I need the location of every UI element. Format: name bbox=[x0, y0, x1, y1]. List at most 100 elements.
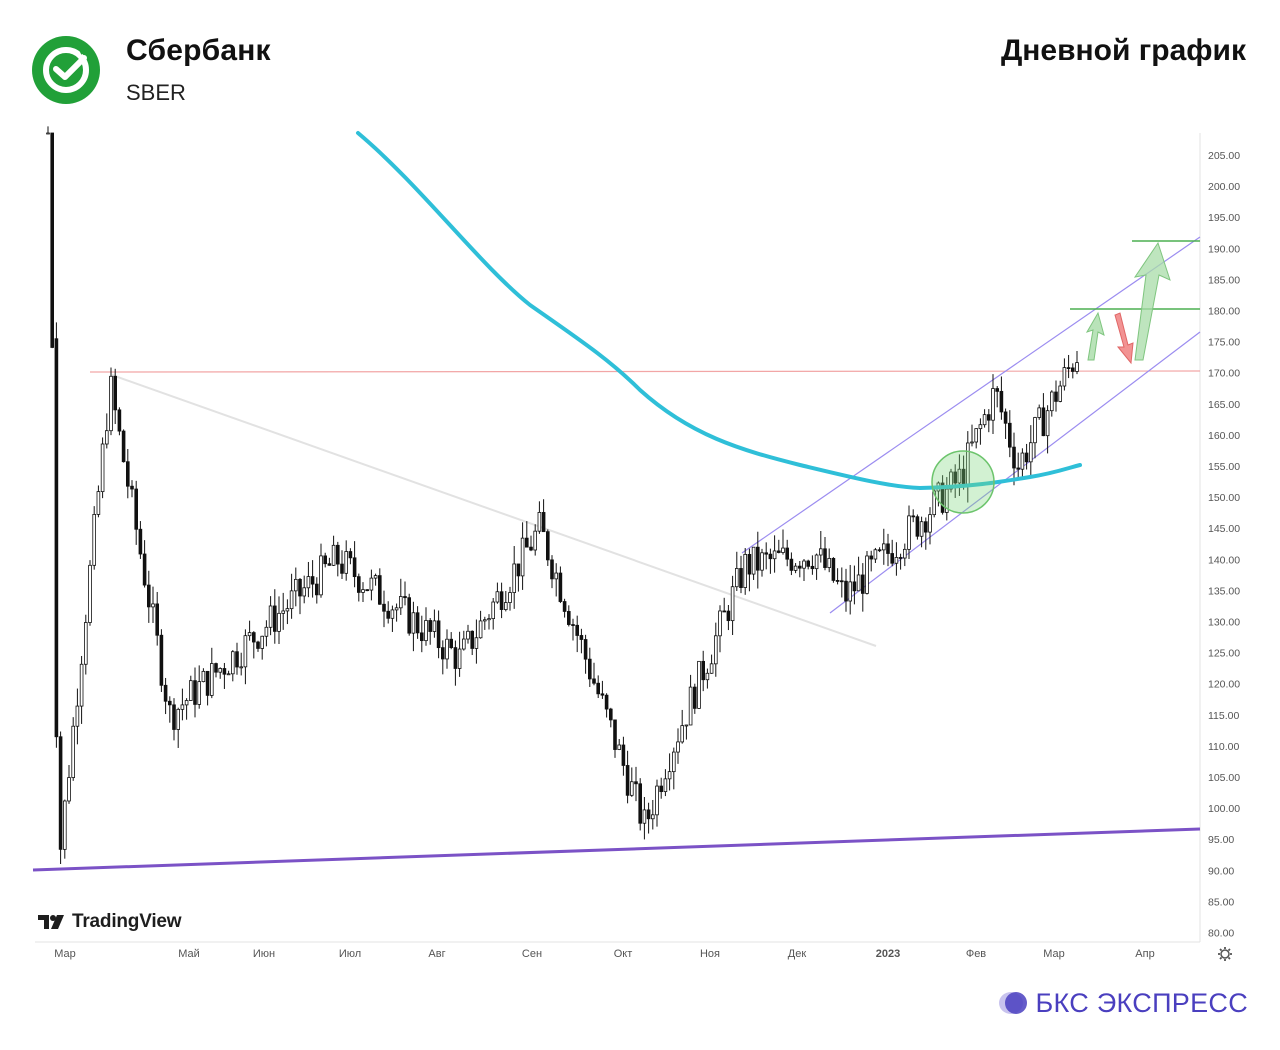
candle bbox=[646, 802, 651, 834]
candle bbox=[419, 615, 424, 653]
candle bbox=[268, 596, 273, 636]
candle bbox=[667, 753, 672, 791]
resistance-line bbox=[89, 370, 1201, 373]
candle bbox=[302, 575, 306, 604]
candle bbox=[100, 437, 105, 499]
candle bbox=[567, 605, 571, 627]
candle bbox=[537, 501, 542, 534]
candle bbox=[289, 573, 294, 619]
descending-trendline bbox=[111, 374, 877, 647]
candle bbox=[407, 593, 411, 636]
candle bbox=[461, 630, 466, 651]
channel-upper-line bbox=[741, 236, 1201, 554]
candle bbox=[1016, 452, 1020, 478]
x-tick-label: Май bbox=[178, 948, 200, 960]
candle bbox=[974, 428, 978, 449]
candle bbox=[247, 620, 252, 641]
candle bbox=[886, 533, 890, 567]
candle bbox=[361, 582, 365, 602]
candle bbox=[508, 586, 512, 611]
candle bbox=[701, 650, 705, 692]
gear-icon[interactable] bbox=[1218, 947, 1232, 961]
candle bbox=[352, 541, 357, 588]
candle bbox=[525, 521, 529, 548]
candle bbox=[714, 622, 718, 677]
candle bbox=[377, 568, 382, 605]
candle bbox=[550, 555, 554, 589]
candle bbox=[852, 565, 857, 605]
candle bbox=[251, 631, 256, 659]
candle bbox=[151, 586, 155, 623]
candle bbox=[697, 660, 701, 709]
candle bbox=[58, 731, 63, 864]
x-axis: Мар Май Июн Июл Авг Сен Окт Ноя Дек 2023 Фев Мар Апр bbox=[54, 948, 1154, 960]
candle bbox=[491, 598, 495, 630]
candle bbox=[680, 709, 684, 744]
candle bbox=[987, 409, 991, 433]
candle bbox=[230, 650, 235, 682]
candle bbox=[176, 707, 181, 748]
candle bbox=[222, 662, 227, 689]
candle bbox=[806, 559, 810, 570]
candle bbox=[193, 667, 197, 718]
price-chart[interactable]: 205.00 200.00 195.00 190.00 185.00 180.00 175.… bbox=[0, 125, 1280, 970]
candle bbox=[945, 477, 949, 521]
x-tick-label: Дек bbox=[788, 948, 807, 960]
y-tick-label: 105.00 bbox=[1208, 772, 1240, 784]
candle bbox=[546, 529, 550, 566]
candle bbox=[663, 769, 668, 797]
candle bbox=[335, 541, 340, 577]
candle bbox=[512, 546, 516, 609]
chart-header: Сбербанк SBER Дневной график bbox=[0, 0, 1280, 125]
candle bbox=[730, 575, 735, 636]
candle bbox=[604, 693, 609, 718]
candle bbox=[445, 629, 449, 669]
candle bbox=[449, 632, 453, 650]
candle bbox=[1066, 354, 1071, 379]
candle bbox=[562, 598, 567, 618]
candle bbox=[432, 609, 437, 638]
candle bbox=[655, 779, 659, 827]
candle bbox=[596, 675, 600, 699]
candle bbox=[134, 480, 139, 545]
candle bbox=[571, 618, 575, 641]
candle bbox=[218, 667, 223, 679]
y-tick-label: 150.00 bbox=[1208, 492, 1240, 504]
candle bbox=[764, 542, 768, 570]
candle bbox=[394, 603, 399, 622]
candle bbox=[999, 376, 1004, 420]
x-tick-label: Апр bbox=[1135, 948, 1154, 960]
candle bbox=[793, 563, 798, 574]
candle bbox=[995, 386, 999, 408]
candle bbox=[184, 698, 189, 720]
candle bbox=[575, 615, 579, 653]
candle bbox=[403, 581, 407, 606]
chart-title: Дневной график bbox=[1000, 34, 1246, 67]
candle bbox=[63, 799, 67, 859]
candle bbox=[92, 506, 97, 570]
candle bbox=[768, 548, 773, 574]
y-tick-label: 205.00 bbox=[1208, 150, 1240, 162]
candle bbox=[688, 674, 693, 726]
candle bbox=[684, 724, 689, 740]
candle bbox=[1037, 404, 1042, 420]
x-tick-label: Ноя bbox=[700, 948, 720, 960]
candle bbox=[978, 418, 983, 445]
candle bbox=[722, 597, 726, 613]
candle bbox=[705, 668, 710, 689]
chart-canvas[interactable]: 205.00 200.00 195.00 190.00 185.00 180.00 175.… bbox=[0, 125, 1280, 970]
candle bbox=[789, 552, 794, 576]
candle bbox=[957, 454, 962, 496]
candle bbox=[835, 568, 840, 585]
candle bbox=[726, 605, 731, 631]
candle bbox=[907, 505, 911, 559]
candle bbox=[810, 555, 815, 575]
candle bbox=[592, 662, 596, 686]
candle bbox=[327, 557, 332, 566]
candle bbox=[924, 517, 928, 550]
candle bbox=[356, 573, 361, 602]
candle bbox=[172, 698, 176, 741]
candle bbox=[209, 647, 214, 699]
candle bbox=[298, 577, 302, 615]
candle bbox=[520, 522, 525, 590]
